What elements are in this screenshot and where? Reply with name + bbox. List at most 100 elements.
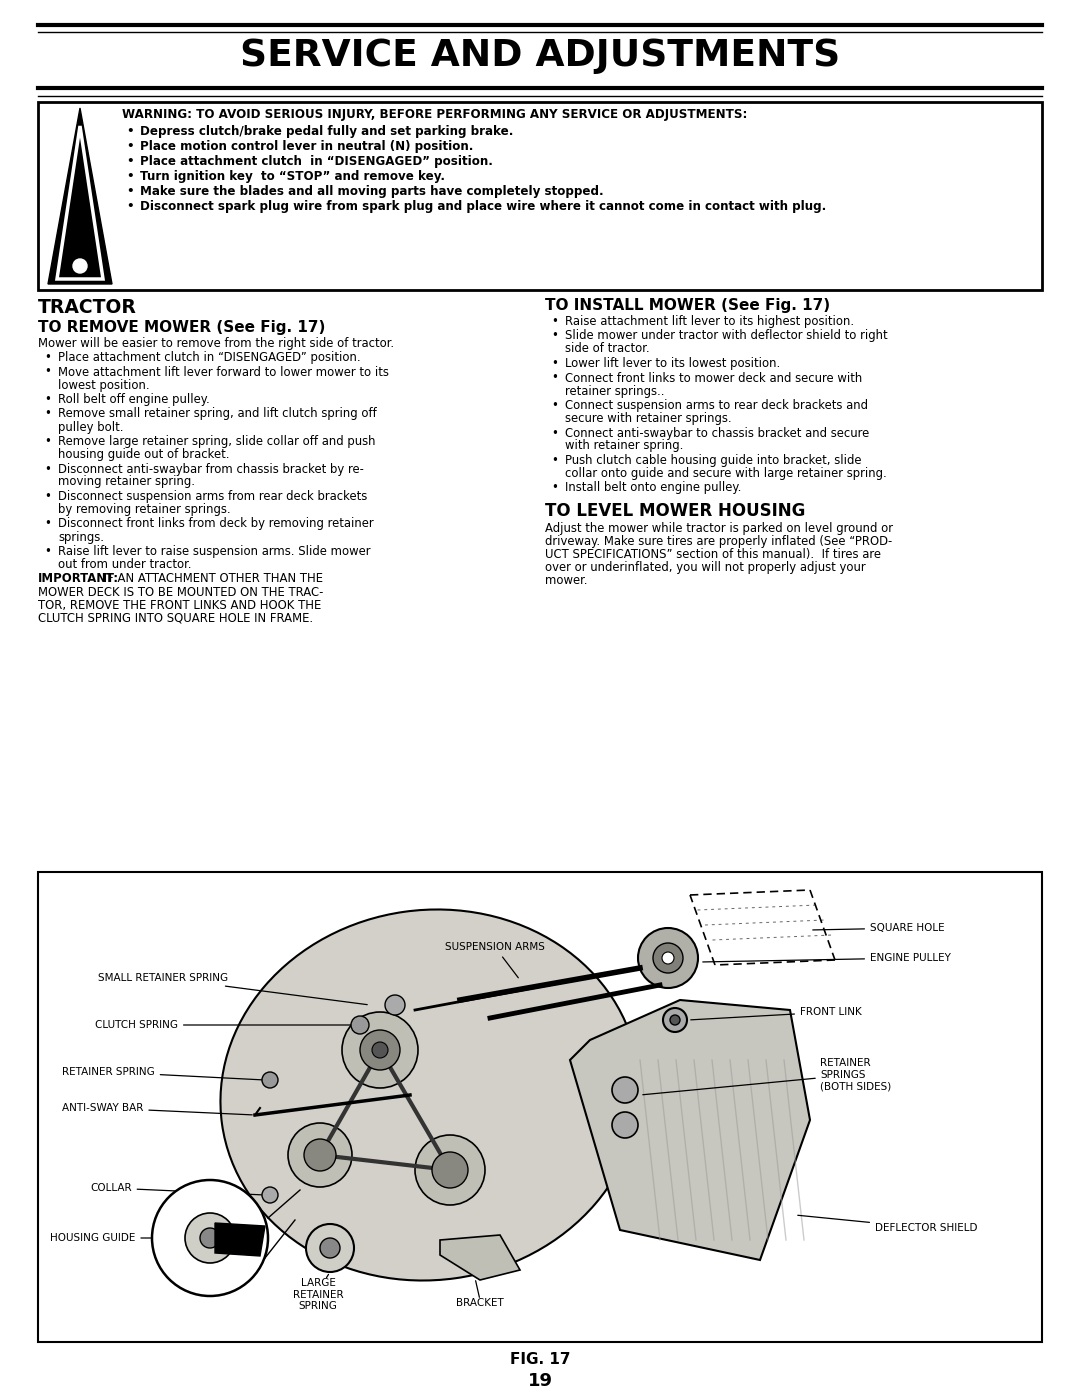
Circle shape xyxy=(351,1016,369,1034)
Text: •: • xyxy=(551,426,558,440)
Polygon shape xyxy=(440,1235,519,1280)
Circle shape xyxy=(612,1077,638,1104)
Text: CLUTCH SPRING: CLUTCH SPRING xyxy=(95,1020,352,1030)
Text: SERVICE AND ADJUSTMENTS: SERVICE AND ADJUSTMENTS xyxy=(240,38,840,74)
Text: mower.: mower. xyxy=(545,574,588,587)
Circle shape xyxy=(432,1153,468,1187)
Text: RETAINER
SPRINGS
(BOTH SIDES): RETAINER SPRINGS (BOTH SIDES) xyxy=(820,1059,891,1091)
Circle shape xyxy=(663,1009,687,1032)
FancyBboxPatch shape xyxy=(38,872,1042,1343)
Text: FIG. 17: FIG. 17 xyxy=(510,1352,570,1368)
Text: Disconnect front links from deck by removing retainer: Disconnect front links from deck by remo… xyxy=(58,517,374,531)
Text: ANTI-SWAY BAR: ANTI-SWAY BAR xyxy=(62,1104,253,1115)
Text: •: • xyxy=(44,408,51,420)
Text: Push clutch cable housing guide into bracket, slide: Push clutch cable housing guide into bra… xyxy=(565,454,862,467)
Circle shape xyxy=(320,1238,340,1259)
Text: •: • xyxy=(44,462,51,475)
Circle shape xyxy=(372,1042,388,1058)
Text: •: • xyxy=(126,140,134,154)
Text: DEFLECTOR SHIELD: DEFLECTOR SHIELD xyxy=(798,1215,977,1234)
Text: FRONT LINK: FRONT LINK xyxy=(691,1007,862,1020)
Text: Make sure the blades and all moving parts have completely stopped.: Make sure the blades and all moving part… xyxy=(140,184,604,198)
Text: side of tractor.: side of tractor. xyxy=(565,342,650,355)
Circle shape xyxy=(384,995,405,1016)
Text: driveway. Make sure tires are properly inflated (See “PROD-: driveway. Make sure tires are properly i… xyxy=(545,535,892,548)
Text: Place attachment clutch in “DISENGAGED” position.: Place attachment clutch in “DISENGAGED” … xyxy=(58,351,361,365)
Text: Install belt onto engine pulley.: Install belt onto engine pulley. xyxy=(565,482,741,495)
FancyBboxPatch shape xyxy=(38,102,1042,291)
Text: retainer springs..: retainer springs.. xyxy=(565,384,664,398)
Circle shape xyxy=(73,258,87,272)
Text: Place motion control lever in neutral (N) position.: Place motion control lever in neutral (N… xyxy=(140,140,473,154)
Text: MOWER DECK IS TO BE MOUNTED ON THE TRAC-: MOWER DECK IS TO BE MOUNTED ON THE TRAC- xyxy=(38,585,323,598)
Text: with retainer spring.: with retainer spring. xyxy=(565,440,684,453)
Text: TO REMOVE MOWER (See Fig. 17): TO REMOVE MOWER (See Fig. 17) xyxy=(38,320,325,335)
Text: collar onto guide and secure with large retainer spring.: collar onto guide and secure with large … xyxy=(565,467,887,481)
Circle shape xyxy=(653,943,683,972)
Text: HOUSING GUIDE: HOUSING GUIDE xyxy=(50,1234,152,1243)
Text: •: • xyxy=(551,454,558,467)
Text: 19: 19 xyxy=(527,1372,553,1390)
Text: •: • xyxy=(44,517,51,531)
Circle shape xyxy=(185,1213,235,1263)
Text: Raise attachment lift lever to its highest position.: Raise attachment lift lever to its highe… xyxy=(565,314,854,328)
Text: Mower will be easier to remove from the right side of tractor.: Mower will be easier to remove from the … xyxy=(38,337,394,351)
Circle shape xyxy=(342,1011,418,1088)
Text: •: • xyxy=(44,490,51,503)
Text: •: • xyxy=(551,314,558,328)
Circle shape xyxy=(360,1030,400,1070)
Text: WARNING: TO AVOID SERIOUS INJURY, BEFORE PERFORMING ANY SERVICE OR ADJUSTMENTS:: WARNING: TO AVOID SERIOUS INJURY, BEFORE… xyxy=(122,108,747,122)
Text: Remove large retainer spring, slide collar off and push: Remove large retainer spring, slide coll… xyxy=(58,434,376,448)
Circle shape xyxy=(262,1071,278,1088)
Text: Lower lift lever to its lowest position.: Lower lift lever to its lowest position. xyxy=(565,358,780,370)
Text: moving retainer spring.: moving retainer spring. xyxy=(58,475,195,489)
Text: SQUARE HOLE: SQUARE HOLE xyxy=(813,923,945,933)
Polygon shape xyxy=(57,126,103,279)
Text: •: • xyxy=(551,482,558,495)
Text: •: • xyxy=(44,351,51,365)
Text: lowest position.: lowest position. xyxy=(58,379,150,391)
Text: •: • xyxy=(126,155,134,168)
Text: •: • xyxy=(126,200,134,212)
Text: SMALL RETAINER SPRING: SMALL RETAINER SPRING xyxy=(98,972,367,1004)
Text: ENGINE PULLEY: ENGINE PULLEY xyxy=(703,953,950,963)
Text: UCT SPECIFICATIONS” section of this manual).  If tires are: UCT SPECIFICATIONS” section of this manu… xyxy=(545,548,881,562)
Circle shape xyxy=(638,928,698,988)
Text: •: • xyxy=(126,184,134,198)
Text: springs.: springs. xyxy=(58,531,104,543)
Text: •: • xyxy=(126,124,134,138)
Text: •: • xyxy=(551,330,558,342)
Text: •: • xyxy=(126,170,134,183)
Text: Depress clutch/brake pedal fully and set parking brake.: Depress clutch/brake pedal fully and set… xyxy=(140,124,513,138)
Text: SUSPENSION ARMS: SUSPENSION ARMS xyxy=(445,942,545,978)
Circle shape xyxy=(306,1224,354,1273)
Text: Turn ignition key  to “STOP” and remove key.: Turn ignition key to “STOP” and remove k… xyxy=(140,170,445,183)
Polygon shape xyxy=(215,1222,265,1256)
Text: TO INSTALL MOWER (See Fig. 17): TO INSTALL MOWER (See Fig. 17) xyxy=(545,298,831,313)
Circle shape xyxy=(200,1228,220,1248)
Text: IMPORTANT:: IMPORTANT: xyxy=(38,573,119,585)
Text: Disconnect anti-swaybar from chassis bracket by re-: Disconnect anti-swaybar from chassis bra… xyxy=(58,462,364,475)
Text: Move attachment lift lever forward to lower mower to its: Move attachment lift lever forward to lo… xyxy=(58,366,389,379)
Text: CLUTCH SPRING INTO SQUARE HOLE IN FRAME.: CLUTCH SPRING INTO SQUARE HOLE IN FRAME. xyxy=(38,612,313,624)
Circle shape xyxy=(262,1187,278,1203)
Text: Disconnect spark plug wire from spark plug and place wire where it cannot come i: Disconnect spark plug wire from spark pl… xyxy=(140,200,826,212)
Text: out from under tractor.: out from under tractor. xyxy=(58,557,191,571)
Polygon shape xyxy=(570,1000,810,1260)
Text: •: • xyxy=(44,366,51,379)
Text: Disconnect suspension arms from rear deck brackets: Disconnect suspension arms from rear dec… xyxy=(58,490,367,503)
Text: RETAINER SPRING: RETAINER SPRING xyxy=(62,1067,262,1080)
Text: •: • xyxy=(551,372,558,384)
Text: BRACKET: BRACKET xyxy=(456,1298,504,1308)
Text: •: • xyxy=(551,358,558,370)
Text: LARGE
RETAINER
SPRING: LARGE RETAINER SPRING xyxy=(293,1278,343,1312)
Text: Connect suspension arms to rear deck brackets and: Connect suspension arms to rear deck bra… xyxy=(565,400,868,412)
Text: Connect anti-swaybar to chassis bracket and secure: Connect anti-swaybar to chassis bracket … xyxy=(565,426,869,440)
Circle shape xyxy=(415,1134,485,1206)
Text: Raise lift lever to raise suspension arms. Slide mower: Raise lift lever to raise suspension arm… xyxy=(58,545,370,557)
Circle shape xyxy=(662,951,674,964)
Text: Adjust the mower while tractor is parked on level ground or: Adjust the mower while tractor is parked… xyxy=(545,522,893,535)
Text: Slide mower under tractor with deflector shield to right: Slide mower under tractor with deflector… xyxy=(565,330,888,342)
Text: •: • xyxy=(44,434,51,448)
Text: over or underinflated, you will not properly adjust your: over or underinflated, you will not prop… xyxy=(545,562,866,574)
